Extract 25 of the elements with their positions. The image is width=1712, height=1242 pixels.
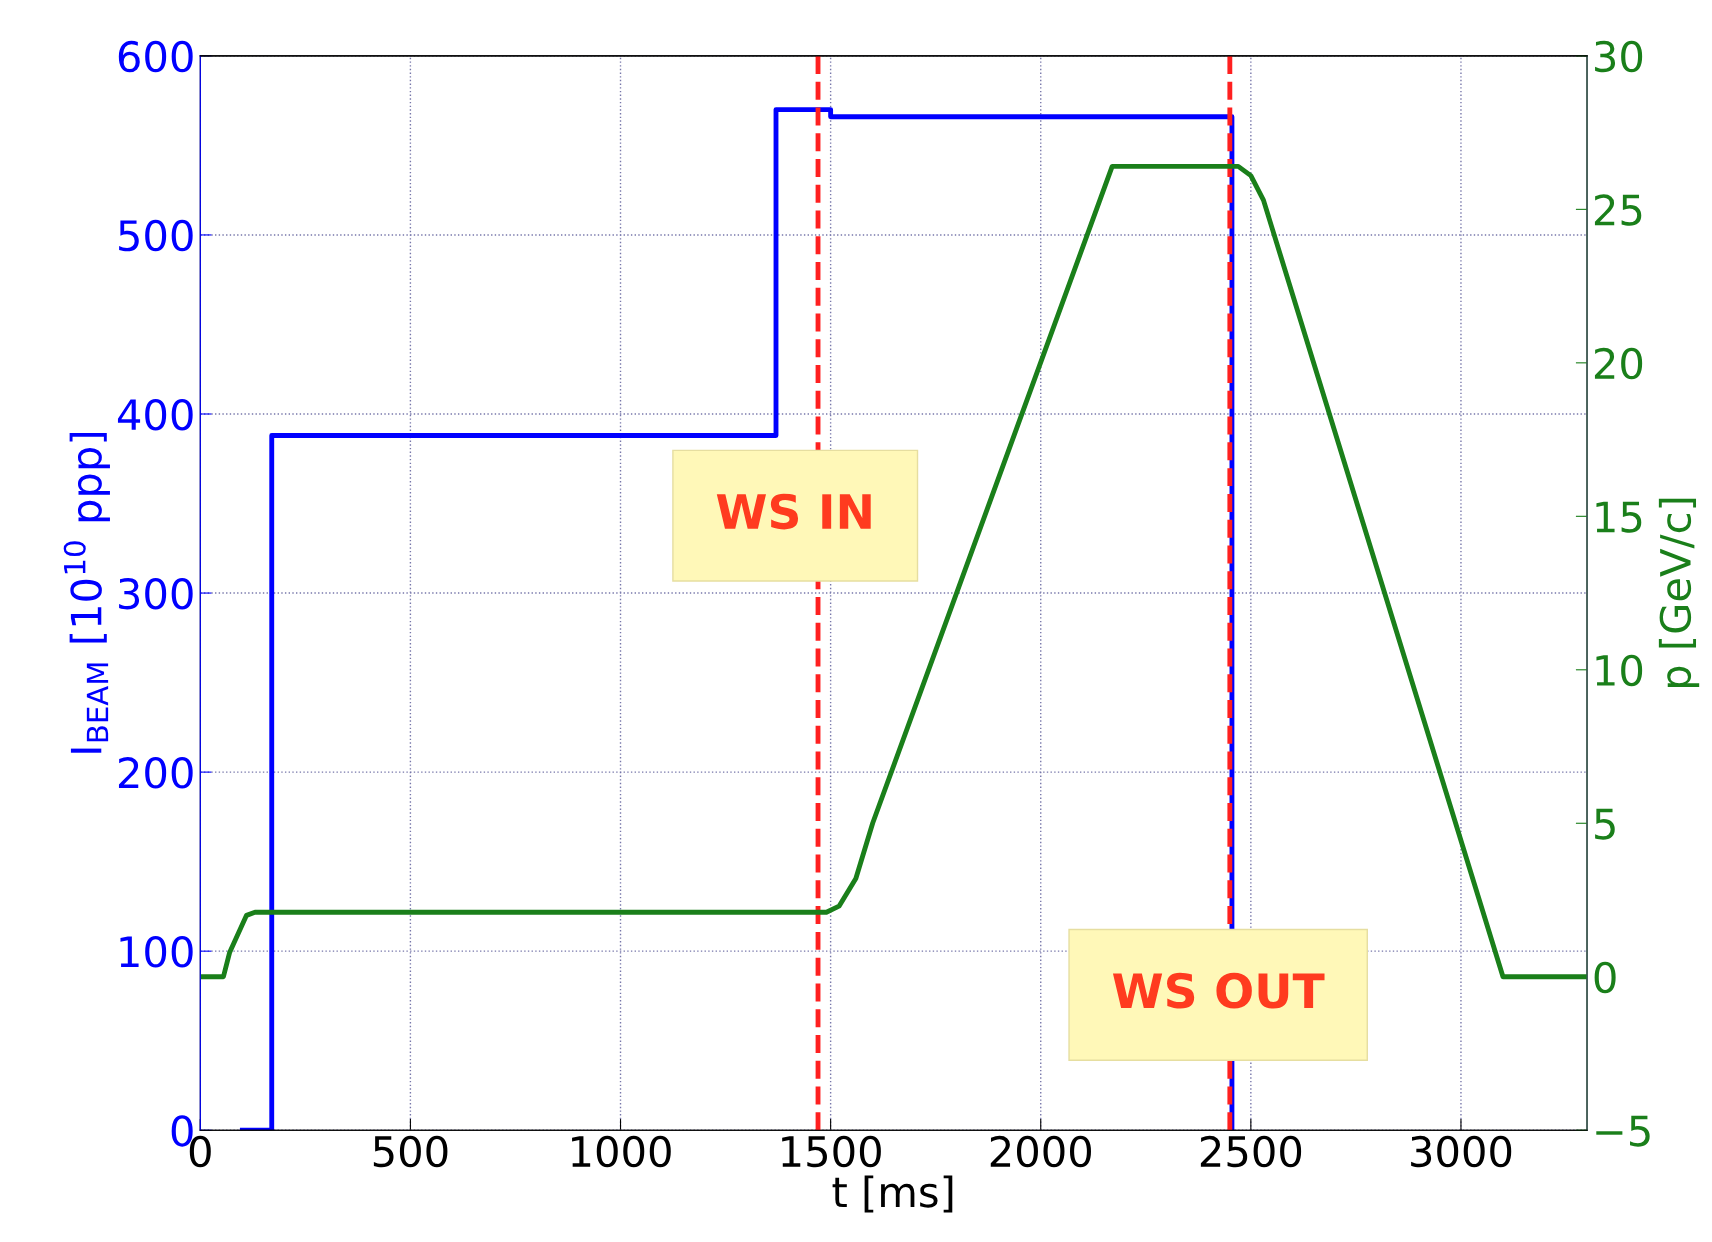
x-tick-label: 1000	[572, 1135, 671, 1168]
y2-tick-label: 10	[1596, 654, 1643, 687]
y-tick-label: 500	[119, 219, 193, 252]
x-tick-label: 2500	[1200, 1135, 1302, 1168]
x-tick-label: 500	[373, 1135, 448, 1168]
y2-tick-label: 20	[1594, 347, 1643, 380]
y-tick-label: 300	[119, 577, 193, 610]
y2-tick-label: 15	[1596, 501, 1642, 533]
annotation: WS IN	[716, 493, 871, 530]
x-tick-label: 2000	[990, 1135, 1091, 1168]
y-axis-title: I$_{BEAM}$ [10$^{10}$ ppp]	[63, 432, 110, 753]
y2-axis-title: p [GeV/c]	[1658, 498, 1700, 688]
y2-tick-label: −5	[1596, 1115, 1650, 1147]
y2-tick-label: 0	[1594, 961, 1616, 994]
x-tick-label: 1500	[782, 1135, 881, 1168]
y-tick-label: 100	[120, 936, 193, 968]
y-tick-label: 400	[117, 398, 193, 431]
y2-tick-label: 5	[1595, 808, 1615, 840]
x-tick-label: 3000	[1411, 1135, 1512, 1168]
x-axis-title: t [ms]	[832, 1175, 953, 1213]
y2-tick-label: 30	[1595, 40, 1643, 73]
annotation: WS OUT	[1112, 972, 1325, 1009]
y-tick-label: 200	[118, 757, 193, 789]
y-tick-label: 600	[118, 40, 193, 73]
y2-tick-label: 25	[1594, 194, 1642, 226]
